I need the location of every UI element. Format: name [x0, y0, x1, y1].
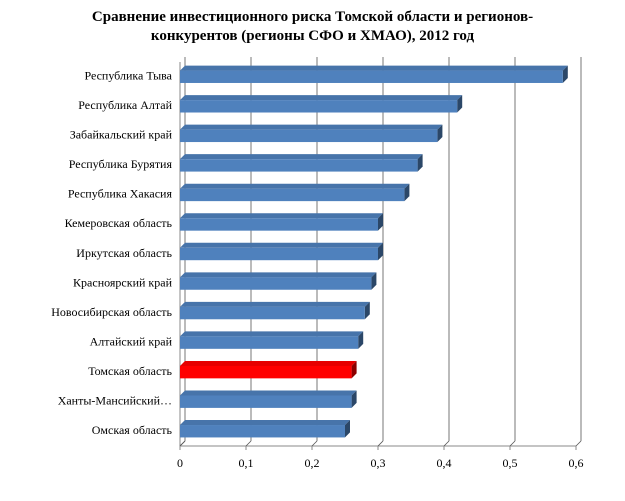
bar	[180, 247, 378, 261]
grid-line	[311, 440, 318, 447]
bar	[180, 277, 372, 290]
bar-top	[180, 65, 568, 71]
bar	[180, 306, 365, 320]
bar-side	[351, 390, 357, 408]
bar-side	[437, 124, 443, 143]
grid-line	[179, 440, 186, 447]
bar-side	[562, 65, 568, 83]
bar-top	[180, 272, 377, 278]
bar-side	[417, 154, 423, 172]
grid-line	[443, 440, 450, 447]
x-tick-label: 0,6	[569, 456, 584, 470]
x-tick-label: 0,4	[437, 456, 452, 470]
x-tick-label: 0,2	[305, 456, 320, 470]
x-tick-label: 0,3	[371, 456, 386, 470]
x-tick-label: 0	[177, 456, 183, 470]
bar-top	[180, 301, 370, 307]
grid-line	[575, 440, 582, 447]
bar	[180, 188, 405, 202]
y-tick-label: Томская область	[88, 364, 172, 378]
y-tick-label: Республика Хакасия	[68, 187, 173, 201]
grid-line	[509, 440, 516, 447]
y-tick-label: Омская область	[92, 423, 173, 437]
bar-side	[351, 360, 357, 379]
bar-top	[180, 360, 357, 366]
bar-top	[180, 390, 357, 396]
grid-line	[245, 440, 252, 447]
bar	[180, 336, 359, 349]
y-tick-label: Алтайский край	[90, 334, 173, 348]
bar-side	[371, 272, 377, 290]
y-tick-label: Республика Тыва	[84, 69, 172, 83]
chart-title: Сравнение инвестиционного риска Томской …	[91, 9, 534, 44]
bar-side	[378, 242, 383, 261]
bar-top	[180, 154, 423, 160]
y-tick-label: Республика Бурятия	[69, 157, 173, 171]
y-tick-label: Новосибирская область	[51, 305, 172, 319]
bar-top	[180, 331, 364, 337]
y-tick-label: Ханты-Мансийский…	[58, 393, 172, 407]
bar	[180, 129, 438, 143]
bar-side	[364, 301, 370, 320]
bar-side	[345, 420, 350, 438]
y-tick-label: Забайкальский край	[70, 128, 173, 142]
x-tick-label: 0,1	[239, 456, 254, 470]
bar-side	[404, 183, 410, 202]
bar	[180, 70, 563, 83]
bar	[180, 218, 378, 231]
bar-top	[180, 124, 443, 130]
y-tick-label: Кемеровская область	[65, 216, 173, 230]
bar-side	[457, 95, 463, 113]
bar	[180, 395, 352, 408]
bar-top	[180, 242, 383, 248]
bar	[180, 159, 418, 172]
x-tick-label: 0,5	[503, 456, 518, 470]
bar-side	[358, 331, 364, 349]
bar-top	[180, 420, 350, 426]
bar-top	[180, 213, 383, 219]
bar-top	[180, 95, 463, 101]
bar	[180, 425, 345, 438]
y-tick-label: Республика Алтай	[78, 98, 172, 112]
y-tick-label: Иркутская область	[76, 246, 172, 260]
bar	[180, 365, 352, 379]
bar	[180, 100, 458, 113]
y-tick-label: Красноярский край	[73, 275, 173, 289]
grid-line	[377, 440, 384, 447]
bar-top	[180, 183, 410, 189]
bar-side	[378, 213, 383, 231]
